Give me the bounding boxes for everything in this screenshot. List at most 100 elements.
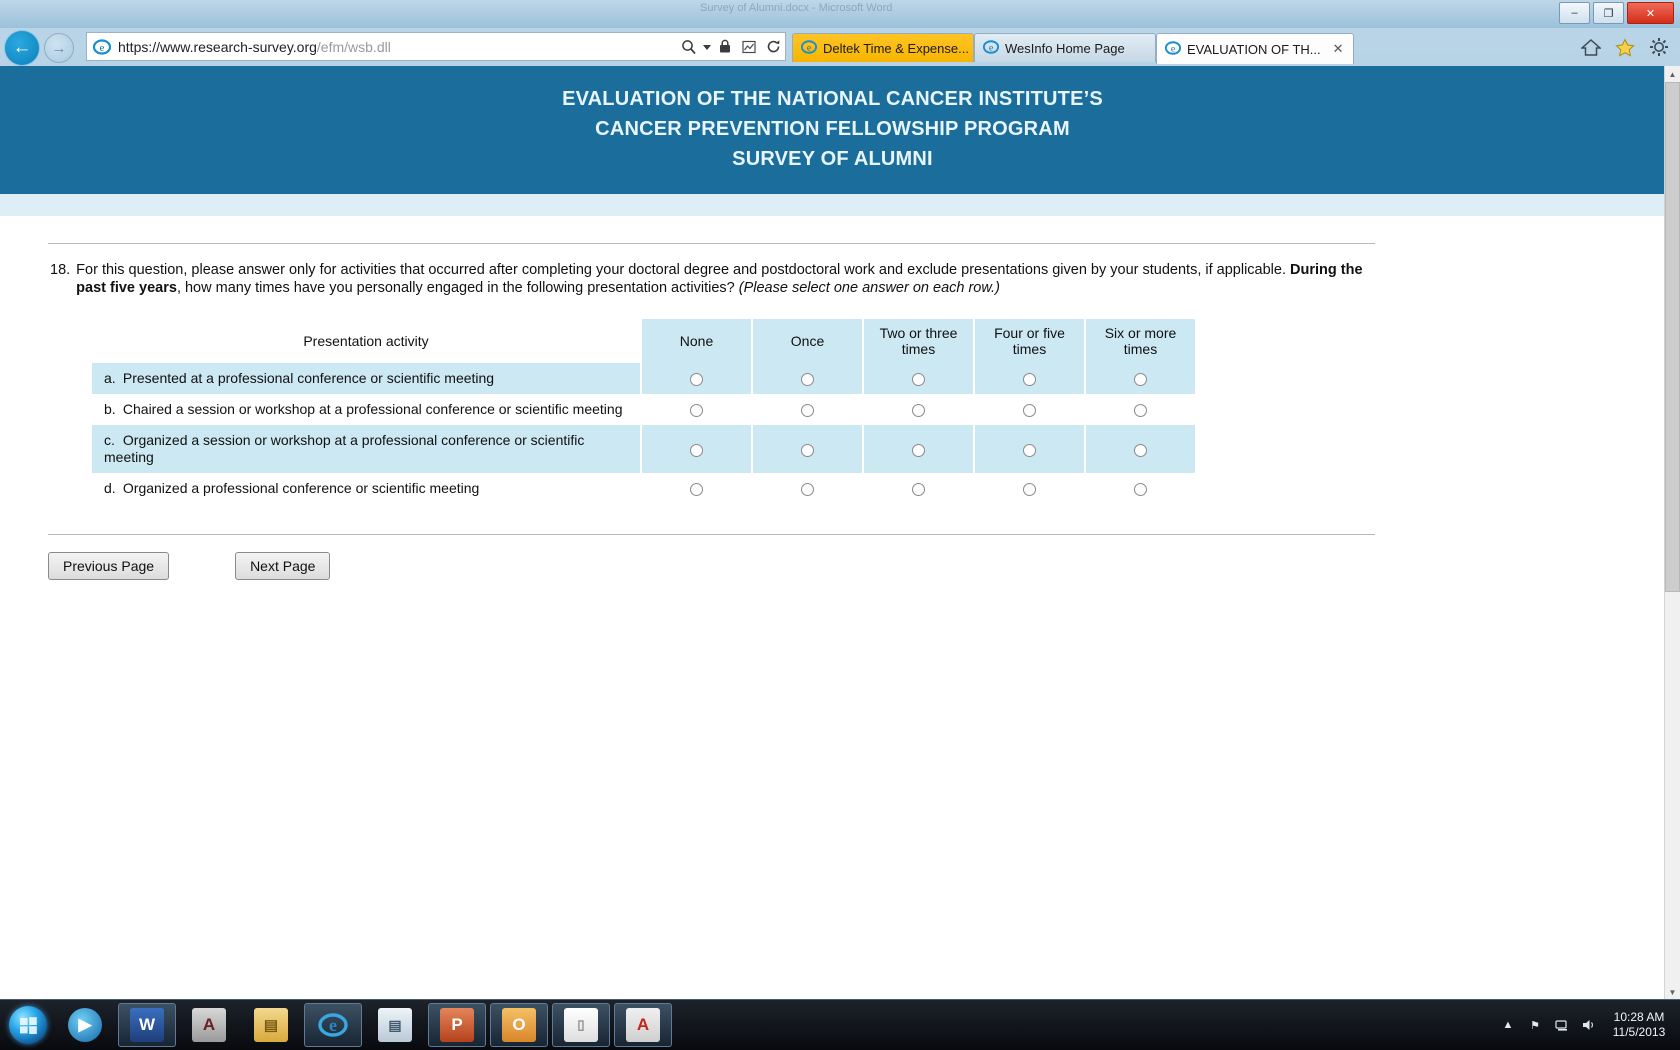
close-window-button[interactable]: ✕ — [1627, 2, 1674, 24]
home-icon[interactable] — [1580, 36, 1602, 58]
forward-button[interactable]: → — [44, 33, 74, 63]
action-center-flag-icon[interactable]: ⚑ — [1530, 1019, 1540, 1032]
banner-line-1: EVALUATION OF THE NATIONAL CANCER INSTIT… — [562, 88, 1103, 110]
navigation-buttons: Previous Page Next Page — [48, 552, 1665, 580]
radio-d-six-or-more[interactable] — [1134, 483, 1147, 497]
settings-gear-icon[interactable] — [1648, 36, 1670, 58]
radio-cell-b-four-or-five[interactable] — [973, 394, 1086, 425]
radio-cell-a-none[interactable] — [640, 363, 753, 394]
scroll-down-arrow-icon[interactable]: ▼ — [1665, 984, 1680, 1000]
radio-a-four-or-five[interactable] — [1023, 373, 1036, 387]
internet-explorer-icon: e — [91, 36, 113, 58]
radio-a-two-or-three[interactable] — [912, 373, 925, 387]
radio-cell-c-four-or-five[interactable] — [973, 425, 1086, 473]
search-icon[interactable] — [677, 33, 701, 60]
internet-explorer-icon: e — [982, 39, 1000, 58]
radio-cell-c-none[interactable] — [640, 425, 753, 473]
presentation-activity-matrix: Presentation activity None Once Two or t… — [92, 319, 1197, 504]
outlook-icon: O — [502, 1008, 536, 1042]
windows-taskbar: ▶ W A ▤ e ▤ P O ▯ A ▲ — [0, 999, 1680, 1050]
taskbar-item-outlook[interactable]: O — [490, 1003, 548, 1047]
radio-b-four-or-five[interactable] — [1023, 404, 1036, 418]
radio-c-four-or-five[interactable] — [1023, 443, 1036, 457]
volume-icon[interactable] — [1581, 1017, 1597, 1033]
chevron-down-icon[interactable] — [701, 33, 713, 60]
taskbar-item-pdf[interactable]: A — [614, 1003, 672, 1047]
address-bar[interactable]: e https://www.research-survey.org/efm/ws… — [86, 32, 786, 61]
taskbar-item-folder[interactable]: ▤ — [242, 1003, 300, 1047]
radio-a-six-or-more[interactable] — [1134, 373, 1147, 387]
radio-cell-c-six-or-more[interactable] — [1084, 425, 1197, 473]
page-scrollbar[interactable]: ▲ ▼ — [1664, 66, 1680, 1000]
banner-line-3: SURVEY OF ALUMNI — [732, 148, 933, 170]
previous-page-button[interactable]: Previous Page — [48, 552, 170, 580]
close-tab-icon[interactable]: ✕ — [1332, 41, 1344, 56]
question-text-instruction: (Please select one answer on each row.) — [738, 279, 1000, 296]
taskbar-item-powerpoint[interactable]: P — [428, 1003, 486, 1047]
radio-d-once[interactable] — [801, 483, 814, 497]
radio-cell-d-none[interactable] — [640, 473, 753, 504]
back-button[interactable]: ← — [4, 30, 40, 66]
radio-c-once[interactable] — [801, 443, 814, 457]
radio-b-two-or-three[interactable] — [912, 404, 925, 418]
url-text: https://www.research-survey.org/efm/wsb.… — [118, 39, 677, 55]
taskbar-item-acrobat[interactable]: A — [180, 1003, 238, 1047]
browser-tab-1[interactable]: e Deltek Time & Expense... — [792, 33, 974, 62]
browser-tab-3[interactable]: e EVALUATION OF TH... ✕ — [1156, 33, 1354, 64]
network-icon[interactable] — [1554, 1017, 1570, 1033]
radio-cell-b-none[interactable] — [640, 394, 753, 425]
clock-date: 11/5/2013 — [1612, 1025, 1666, 1039]
document-icon: ▯ — [564, 1008, 598, 1042]
radio-c-two-or-three[interactable] — [912, 443, 925, 457]
maximize-button[interactable]: ❐ — [1593, 2, 1624, 24]
next-page-button[interactable]: Next Page — [235, 552, 331, 580]
minimize-button[interactable]: – — [1559, 2, 1590, 24]
radio-cell-a-four-or-five[interactable] — [973, 363, 1086, 394]
radio-cell-a-once[interactable] — [751, 363, 864, 394]
radio-cell-d-four-or-five[interactable] — [973, 473, 1086, 504]
radio-cell-a-six-or-more[interactable] — [1084, 363, 1197, 394]
taskbar-item-notepad[interactable]: ▤ — [366, 1003, 424, 1047]
lock-icon — [713, 33, 737, 60]
clock[interactable]: 10:28 AM 11/5/2013 — [1608, 1010, 1670, 1040]
radio-d-four-or-five[interactable] — [1023, 483, 1036, 497]
refresh-icon[interactable] — [761, 33, 785, 60]
radio-b-six-or-more[interactable] — [1134, 404, 1147, 418]
taskbar-item-document[interactable]: ▯ — [552, 1003, 610, 1047]
radio-cell-d-six-or-more[interactable] — [1084, 473, 1197, 504]
pdf-document-icon: A — [626, 1008, 660, 1042]
taskbar-item-word[interactable]: W — [118, 1003, 176, 1047]
radio-d-two-or-three[interactable] — [912, 483, 925, 497]
compatibility-view-icon[interactable] — [737, 33, 761, 60]
radio-b-none[interactable] — [690, 404, 703, 418]
column-header-once: Once — [751, 319, 864, 363]
radio-a-none[interactable] — [690, 373, 703, 387]
start-button[interactable] — [4, 1003, 52, 1047]
radio-c-none[interactable] — [690, 443, 703, 457]
scrollbar-thumb[interactable] — [1665, 82, 1680, 592]
radio-b-once[interactable] — [801, 404, 814, 418]
radio-cell-c-once[interactable] — [751, 425, 864, 473]
taskbar-item-media-player[interactable]: ▶ — [56, 1003, 114, 1047]
row-letter-c: c. — [104, 432, 115, 448]
browser-window: Survey of Alumni.docx - Microsoft Word –… — [0, 0, 1680, 1000]
favorites-star-icon[interactable] — [1614, 36, 1636, 58]
radio-cell-d-two-or-three[interactable] — [862, 473, 975, 504]
browser-tab-2[interactable]: e WesInfo Home Page — [974, 33, 1156, 62]
svg-text:e: e — [100, 42, 105, 54]
radio-a-once[interactable] — [801, 373, 814, 387]
divider-bottom — [48, 534, 1375, 535]
radio-cell-a-two-or-three[interactable] — [862, 363, 975, 394]
radio-cell-b-six-or-more[interactable] — [1084, 394, 1197, 425]
radio-cell-b-two-or-three[interactable] — [862, 394, 975, 425]
table-row: b. Chaired a session or workshop at a pr… — [92, 394, 1197, 425]
radio-cell-c-two-or-three[interactable] — [862, 425, 975, 473]
scroll-up-arrow-icon[interactable]: ▲ — [1665, 66, 1680, 82]
radio-d-none[interactable] — [690, 483, 703, 497]
radio-cell-b-once[interactable] — [751, 394, 864, 425]
radio-c-six-or-more[interactable] — [1134, 443, 1147, 457]
scrollbar-track[interactable] — [1665, 82, 1680, 984]
radio-cell-d-once[interactable] — [751, 473, 864, 504]
show-hidden-icons-icon[interactable]: ▲ — [1502, 1019, 1514, 1031]
taskbar-item-internet-explorer[interactable]: e — [304, 1003, 362, 1047]
